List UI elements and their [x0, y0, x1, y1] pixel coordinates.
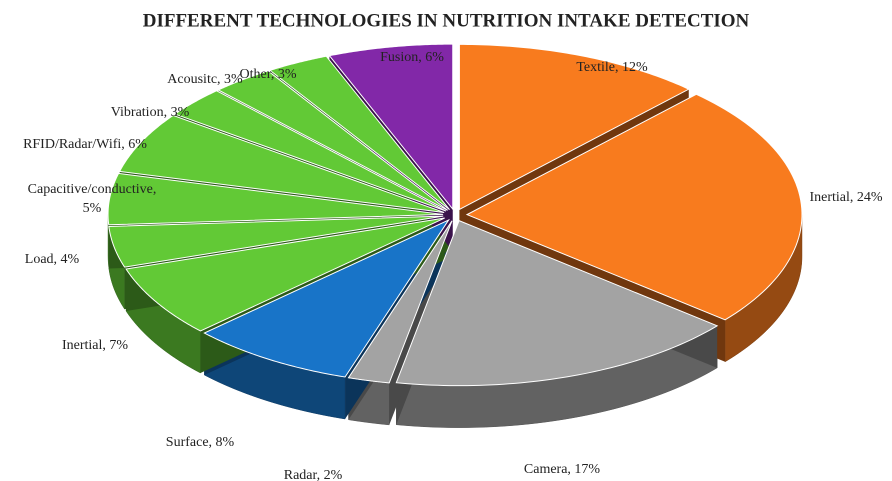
data-label: Radar, 2% — [284, 468, 343, 481]
data-label: Capacitive/conductive, 5% — [28, 182, 157, 216]
slice — [108, 215, 444, 268]
slice — [173, 90, 447, 212]
data-label-line: Capacitive/conductive, — [28, 182, 157, 197]
data-label: Surface, 8% — [166, 435, 235, 450]
slice — [107, 172, 444, 226]
data-label: Load, 4% — [25, 252, 80, 267]
slice — [268, 55, 450, 211]
slice — [203, 218, 450, 378]
data-label: Inertial, 7% — [62, 338, 128, 353]
slice — [458, 43, 690, 211]
slice — [118, 114, 445, 213]
slice — [125, 217, 445, 332]
data-label: Inertial, 24% — [809, 190, 882, 205]
data-label-line: 5% — [83, 201, 102, 216]
slice — [465, 93, 803, 321]
slice — [217, 70, 448, 211]
data-label: Vibration, 3% — [111, 105, 190, 120]
data-label: Acousitc, 3% — [167, 72, 243, 87]
slice — [347, 220, 453, 384]
slice — [328, 43, 454, 211]
chart-title: DIFFERENT TECHNOLOGIES IN NUTRITION INTA… — [143, 10, 750, 31]
data-label: Other, 3% — [240, 67, 297, 82]
data-label: Camera, 17% — [524, 462, 601, 477]
data-label: Textile, 12% — [576, 60, 648, 75]
data-label: Fusion, 6% — [380, 50, 444, 65]
slice — [395, 219, 719, 387]
data-label: RFID/Radar/Wifi, 6% — [23, 137, 147, 152]
